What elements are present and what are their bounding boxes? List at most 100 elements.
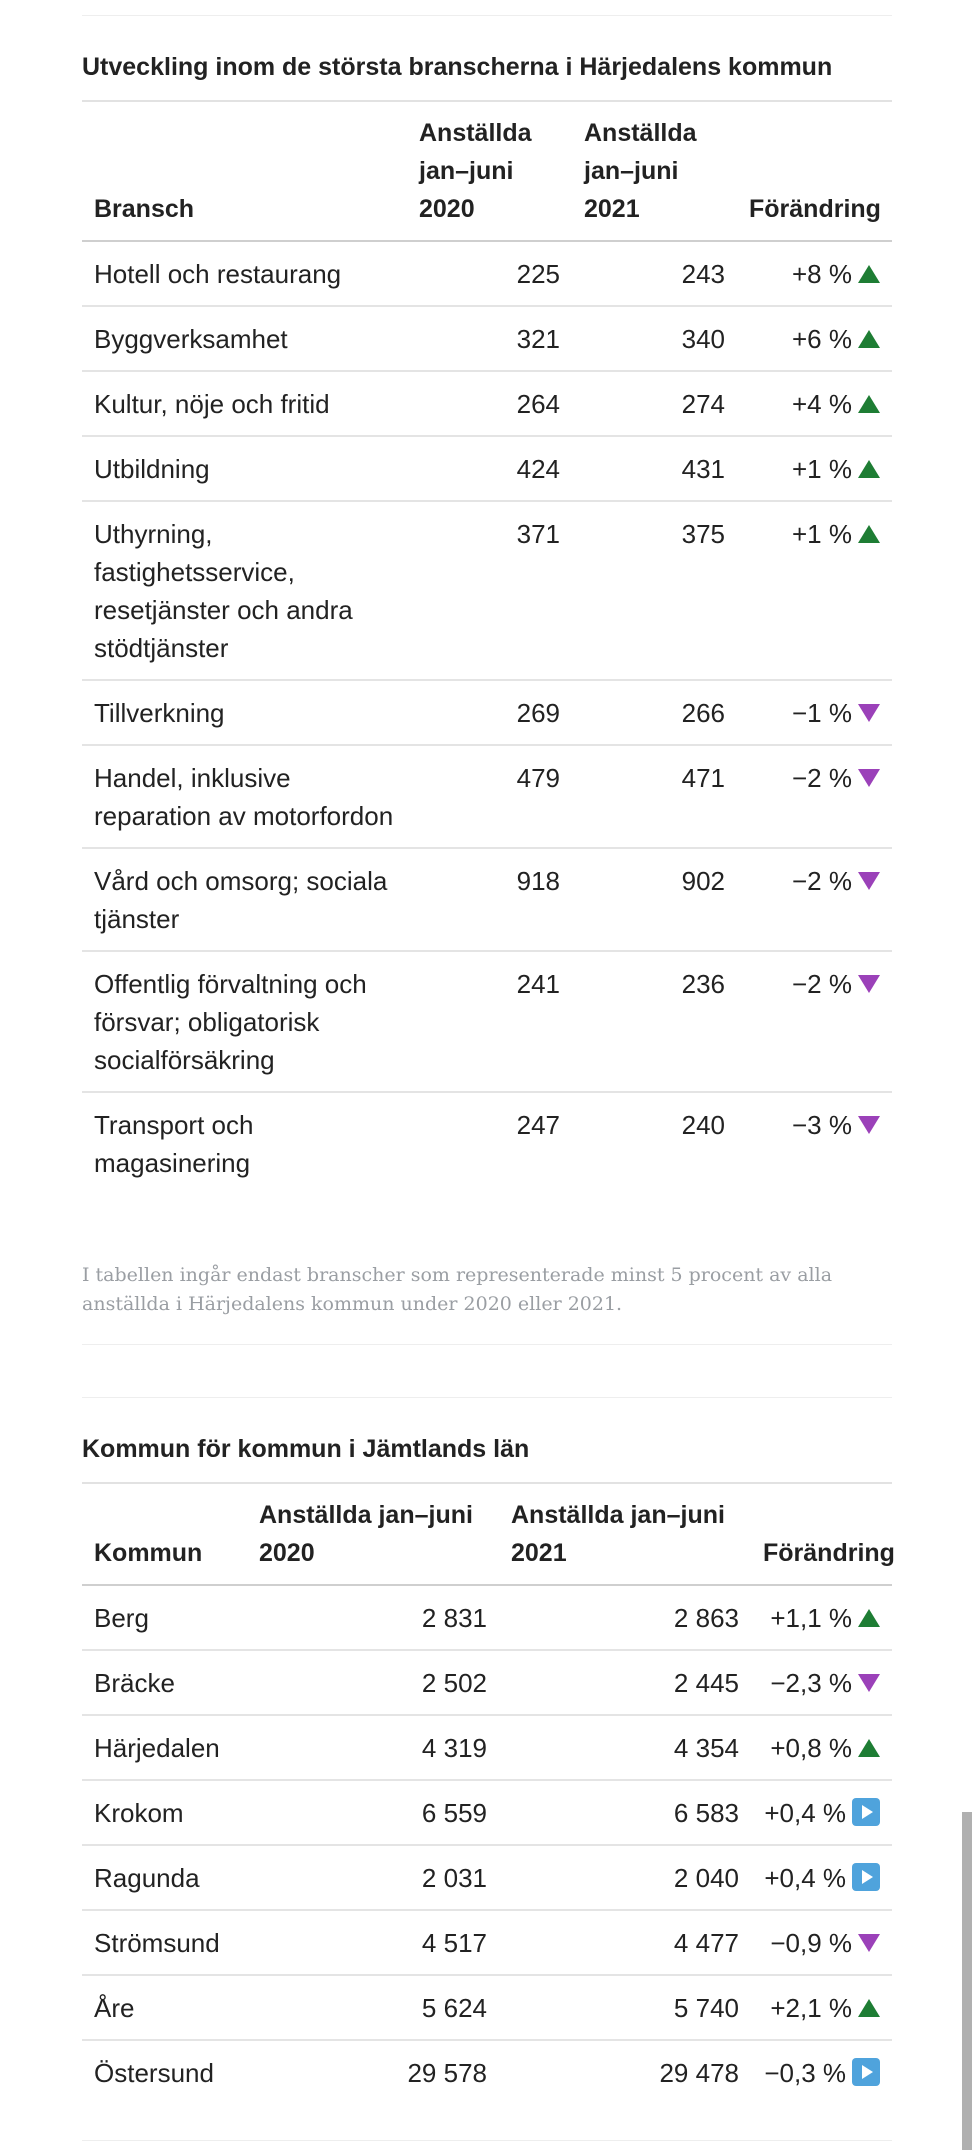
row-change-value: −0,3 % xyxy=(764,2058,846,2088)
row-change-value: +1 % xyxy=(792,454,852,484)
row-change: +1,1 % xyxy=(751,1585,892,1651)
row-value-2020: 4 517 xyxy=(247,1910,499,1976)
row-change: +2,1 % xyxy=(751,1975,892,2041)
row-value-2020: 2 031 xyxy=(247,1845,499,1911)
arrow-right-square-icon xyxy=(852,1863,880,1891)
industry-table-header-row: Bransch Anställda jan–juni 2020 Anställd… xyxy=(82,100,892,242)
row-change: +1 % xyxy=(737,501,892,681)
table-row: Ragunda 2 031 2 040 +0,4 % xyxy=(82,1845,892,1911)
industry-table-body: Hotell och restaurang 225 243 +8 % Byggverks… xyxy=(82,241,892,1194)
row-name: Åre xyxy=(82,1975,247,2041)
row-change: −0,9 % xyxy=(751,1910,892,1976)
row-name: Berg xyxy=(82,1585,247,1651)
row-value-2021: 236 xyxy=(572,951,737,1093)
row-name: Krokom xyxy=(82,1780,247,1846)
header-kommun: Kommun xyxy=(82,1482,247,1586)
triangle-down-icon xyxy=(858,769,880,787)
triangle-down-icon xyxy=(858,975,880,993)
row-value-2020: 247 xyxy=(516,1110,560,1140)
table-row: Strömsund 4 517 4 477 −0,9 % xyxy=(82,1910,892,1976)
row-value-2021: 431 xyxy=(572,436,737,502)
table-row: Bräcke 2 502 2 445 −2,3 % xyxy=(82,1650,892,1716)
triangle-up-icon xyxy=(858,525,880,543)
municipality-table-body: Berg 2 831 2 863 +1,1 % Bräcke 2 502 2 445 −2,3… xyxy=(82,1585,892,2104)
row-value-2021: 2 863 xyxy=(499,1585,751,1651)
triangle-up-icon xyxy=(858,330,880,348)
section-divider-2 xyxy=(82,1397,892,1398)
municipality-table-header-row: Kommun Anställda jan–juni 2020 Anställda… xyxy=(82,1482,895,1586)
row-value-2021: 471 xyxy=(572,745,737,849)
row-value-2020: 4 319 xyxy=(247,1715,499,1781)
table-row: Tillverkning 269 266 −1 % xyxy=(82,680,892,746)
row-change-value: +4 % xyxy=(792,389,852,419)
row-name: Östersund xyxy=(94,2058,214,2088)
row-name: Hotell och restaurang xyxy=(82,241,407,307)
arrow-right-square-icon xyxy=(852,2058,880,2086)
table-row: Transport och magasinering 247 240 −3 % xyxy=(82,1092,892,1194)
triangle-down-icon xyxy=(858,1674,880,1692)
triangle-up-icon xyxy=(858,1739,880,1757)
row-change: −0,3 % xyxy=(751,2040,892,2104)
triangle-up-icon xyxy=(858,395,880,413)
header-2020: Anställda jan–juni 2020 xyxy=(247,1482,499,1586)
triangle-up-icon xyxy=(858,460,880,478)
row-name: Kultur, nöje och fritid xyxy=(82,371,407,437)
row-change: +1 % xyxy=(737,436,892,502)
row-name: Transport och magasinering xyxy=(94,1110,254,1178)
triangle-down-icon xyxy=(858,704,880,722)
row-name: Handel, inklusive reparation av motorfor… xyxy=(82,745,407,849)
row-value-2020: 321 xyxy=(407,306,572,372)
row-change: −2 % xyxy=(737,745,892,849)
header-2020: Anställda jan–juni 2020 xyxy=(407,100,572,242)
table-row: Offentlig förvaltning och försvar; oblig… xyxy=(82,951,892,1093)
row-change: +4 % xyxy=(737,371,892,437)
row-name: Byggverksamhet xyxy=(82,306,407,372)
row-name: Uthyrning, fastighetsservice, resetjänst… xyxy=(82,501,407,681)
arrow-right-square-icon xyxy=(852,1798,880,1826)
row-value-2021: 274 xyxy=(572,371,737,437)
row-value-2020: 5 624 xyxy=(247,1975,499,2041)
row-change-value: +2,1 % xyxy=(770,1993,852,2023)
industry-table-note: I tabellen ingår endast branscher som re… xyxy=(82,1264,833,1315)
row-change: −3 % xyxy=(737,1092,892,1194)
row-name: Vård och omsorg; sociala tjänster xyxy=(82,848,407,952)
row-change: +8 % xyxy=(737,241,892,307)
table-row: Kultur, nöje och fritid 264 274 +4 % xyxy=(82,371,892,437)
row-value-2021: 4 477 xyxy=(499,1910,751,1976)
row-change-value: +0,4 % xyxy=(764,1863,846,1893)
scrollbar-thumb[interactable] xyxy=(962,1812,972,2150)
top-divider xyxy=(82,15,892,16)
row-name: Härjedalen xyxy=(82,1715,247,1781)
row-value-2021: 243 xyxy=(572,241,737,307)
row-change-value: −2 % xyxy=(792,763,852,793)
row-change-value: −0,9 % xyxy=(770,1928,852,1958)
table-row: Byggverksamhet 321 340 +6 % xyxy=(82,306,892,372)
row-change: −1 % xyxy=(737,680,892,746)
row-value-2020: 241 xyxy=(407,951,572,1093)
bottom-divider xyxy=(82,2140,892,2141)
row-value-2021: 2 040 xyxy=(499,1845,751,1911)
row-change-value: −1 % xyxy=(792,698,852,728)
row-change: −2 % xyxy=(737,951,892,1093)
row-value-2020: 424 xyxy=(407,436,572,502)
row-value-2021: 240 xyxy=(681,1110,725,1140)
municipality-table: Kommun Anställda jan–juni 2020 Anställda… xyxy=(82,1482,895,2104)
industry-table-title: Utveckling inom de största branscherna i… xyxy=(82,53,833,81)
row-value-2020: 2 502 xyxy=(247,1650,499,1716)
row-change: −2 % xyxy=(737,848,892,952)
row-value-2020: 6 559 xyxy=(247,1780,499,1846)
row-change-value: +0,4 % xyxy=(764,1798,846,1828)
header-2021: Anställda jan–juni 2021 xyxy=(572,100,737,242)
header-change: Förändring xyxy=(737,100,892,242)
row-change: +0,4 % xyxy=(751,1845,892,1911)
row-change-value: +1,1 % xyxy=(770,1603,852,1633)
triangle-down-icon xyxy=(858,872,880,890)
row-change: +6 % xyxy=(737,306,892,372)
row-value-2021: 4 354 xyxy=(499,1715,751,1781)
row-change-value: +0,8 % xyxy=(770,1733,852,1763)
triangle-down-icon xyxy=(858,1116,880,1134)
triangle-up-icon xyxy=(858,1609,880,1627)
row-value-2020: 479 xyxy=(407,745,572,849)
row-change-value: −2 % xyxy=(792,866,852,896)
header-change: Förändring xyxy=(751,1482,895,1586)
